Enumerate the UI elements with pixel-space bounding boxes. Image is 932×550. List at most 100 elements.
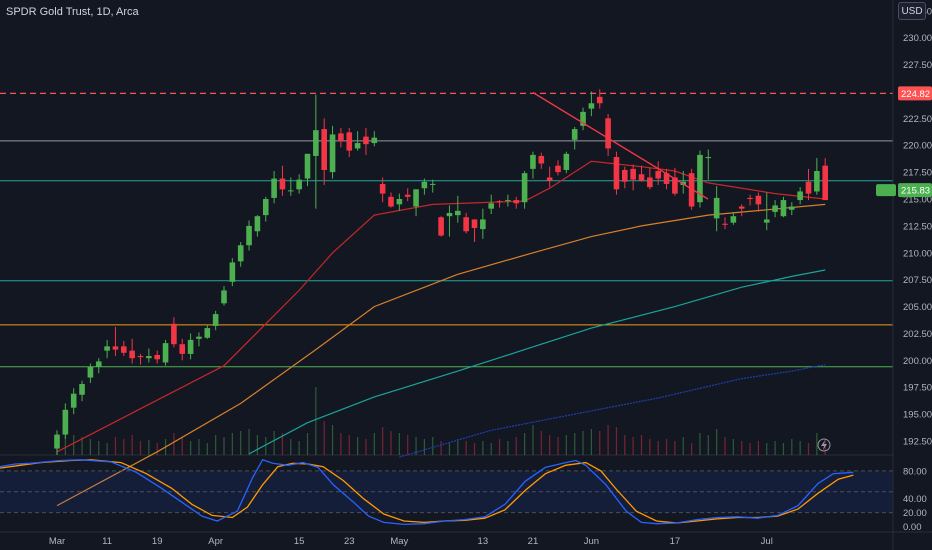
currency-button[interactable]: USD [898,2,926,20]
volume-bar [482,441,484,455]
price-tick-label: 227.50 [903,60,932,71]
stoch-tick-label: 20.00 [903,508,927,519]
candle-body [221,290,227,304]
price-tick-label: 197.50 [903,383,932,394]
candle-body [95,361,102,367]
price-tick-label: 220.00 [903,141,932,152]
volume-bar [340,433,342,455]
candle-body [429,183,436,185]
candle-body [121,346,127,353]
volume-bar [373,433,375,455]
candle-body [354,143,361,149]
volume-bar [223,437,225,455]
volume-bar [248,429,250,455]
volume-bar [507,441,509,455]
candle-body [622,169,628,182]
candle-body [496,201,503,203]
candle-body [137,356,144,358]
volume-bar [73,435,75,455]
candle-body [755,195,762,205]
candle-body [521,173,528,203]
volume-bar [215,435,217,455]
candle-body [363,136,369,145]
volume-bar [398,433,400,455]
volume-bar [382,427,384,455]
candle-body [254,216,261,232]
lightning-icon[interactable] [817,438,831,452]
candle-body [747,197,753,199]
volume-bar [265,437,267,455]
volume-bar [106,443,108,455]
candle-body [805,181,812,194]
volume-bar [423,439,425,455]
volume-bar [607,425,609,455]
last-price-label: 215.83 [901,186,930,197]
candle-body [655,171,661,179]
price-tick-label: 192.50 [903,437,932,448]
candle-body [421,181,428,189]
volume-bar [198,439,200,455]
candlesticks [54,89,828,455]
trendline-line [532,91,709,200]
volume-bar [741,441,743,455]
price-tick-label: 207.50 [903,275,932,286]
candle-body [563,153,570,170]
candle-body [588,103,595,109]
candle-body [262,198,269,216]
volume-bar [348,435,350,455]
time-tick-label: Jul [761,536,773,547]
candle-body [129,350,135,359]
time-axis: Mar 11 19 Apr 15 23 May 13 21 Jun 17 Jul [49,536,773,547]
volume-bar [173,433,175,455]
volume-bar [365,439,367,455]
time-tick-label: 17 [670,536,681,547]
candle-body [789,206,795,210]
volume-bar [532,425,534,455]
candle-body [187,339,194,354]
volume-bar [290,439,292,455]
candle-body [580,111,586,126]
stoch-tick-label: 0.00 [903,522,922,533]
candle-body [722,223,728,225]
volume-bar [273,431,275,455]
candle-body [513,200,520,204]
volume-bar [515,437,517,455]
candle-body [79,384,85,395]
candle-body [396,198,403,205]
volume-bar [64,433,66,455]
candle-body [455,210,461,216]
trendline [532,91,709,200]
volume-bar [649,439,651,455]
volume-bar [807,443,810,455]
time-tick-label: 23 [344,536,355,547]
candle-body [471,219,478,229]
volume-bar [256,435,258,455]
candle-body [705,157,712,159]
volume-bar [791,439,793,455]
candle-body [212,314,219,326]
price-tick-label: 210.00 [903,248,932,259]
last-price-marker [876,184,896,197]
candle-body [296,179,302,190]
volume-bar [657,441,659,455]
volume-bar [574,433,576,455]
volume-bar [281,433,284,455]
chart-title: SPDR Gold Trust, 1D, Arca [6,6,139,18]
volume-bar [498,439,501,455]
time-tick-label: 21 [528,536,539,547]
volume-bar [632,437,634,455]
candle-body [338,133,344,141]
time-tick-label: 15 [294,536,305,547]
volume-bar [231,433,233,455]
volume-bar [473,443,476,455]
price-tick-label: 195.00 [903,410,932,421]
volume-bar [306,433,309,455]
time-tick-label: 13 [478,536,489,547]
volume-histogram [56,387,826,455]
volume-bar [331,425,334,455]
volume-bar [691,443,693,455]
candle-body [697,154,703,203]
price-tick-label: 230.00 [903,33,932,44]
